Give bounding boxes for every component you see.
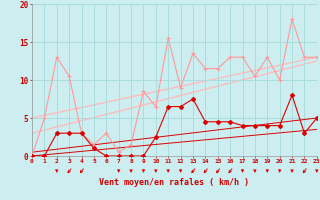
X-axis label: Vent moyen/en rafales ( km/h ): Vent moyen/en rafales ( km/h ) [100,178,249,187]
